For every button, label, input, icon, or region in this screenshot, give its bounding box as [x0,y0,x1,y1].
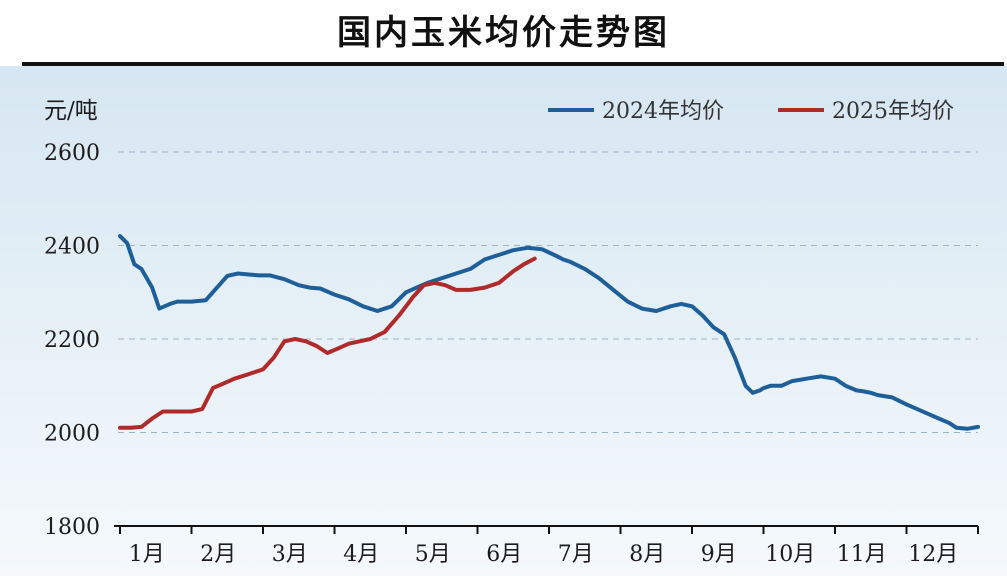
legend-label: 2024年均价 [602,99,724,124]
series-lines [118,234,980,431]
x-tick-label: 3月 [272,542,308,567]
y-tick-label: 2400 [44,235,100,260]
legend: 2024年均价 2025年均价 [548,99,954,124]
x-tick-label: 11月 [837,542,887,567]
chart-title: 国内玉米均价走势图 [0,0,1007,58]
x-tick-label: 7月 [558,542,594,567]
x-tick-label: 10月 [765,542,815,567]
x-axis: 1月 2月 3月 4月 5月 6月 7月 8月 9月 10月 11月 12月 [114,525,979,567]
plot-background [0,66,1007,576]
y-tick-label: 1800 [44,515,100,540]
x-tick-label: 4月 [343,542,379,567]
grid-lines [118,151,978,433]
y-tick-label: 2600 [44,141,100,166]
title-divider [22,62,1004,66]
x-tick-label: 1月 [129,542,165,567]
y-tick-label: 2000 [44,422,100,447]
y-axis-label: 元/吨 [44,98,98,124]
series-line-2 [118,256,537,430]
y-tick-label: 2200 [44,328,100,353]
legend-label: 2025年均价 [832,99,954,124]
x-tick-label: 9月 [701,542,737,567]
series-line-1 [118,234,980,431]
y-tick-labels: 1800 2000 2200 2400 2600 [44,141,100,540]
x-tick-label: 8月 [629,542,665,567]
x-tick-label: 2月 [200,542,236,567]
x-tick-label: 12月 [908,542,958,567]
x-tick-label: 5月 [415,542,451,567]
x-tick-label: 6月 [486,542,522,567]
